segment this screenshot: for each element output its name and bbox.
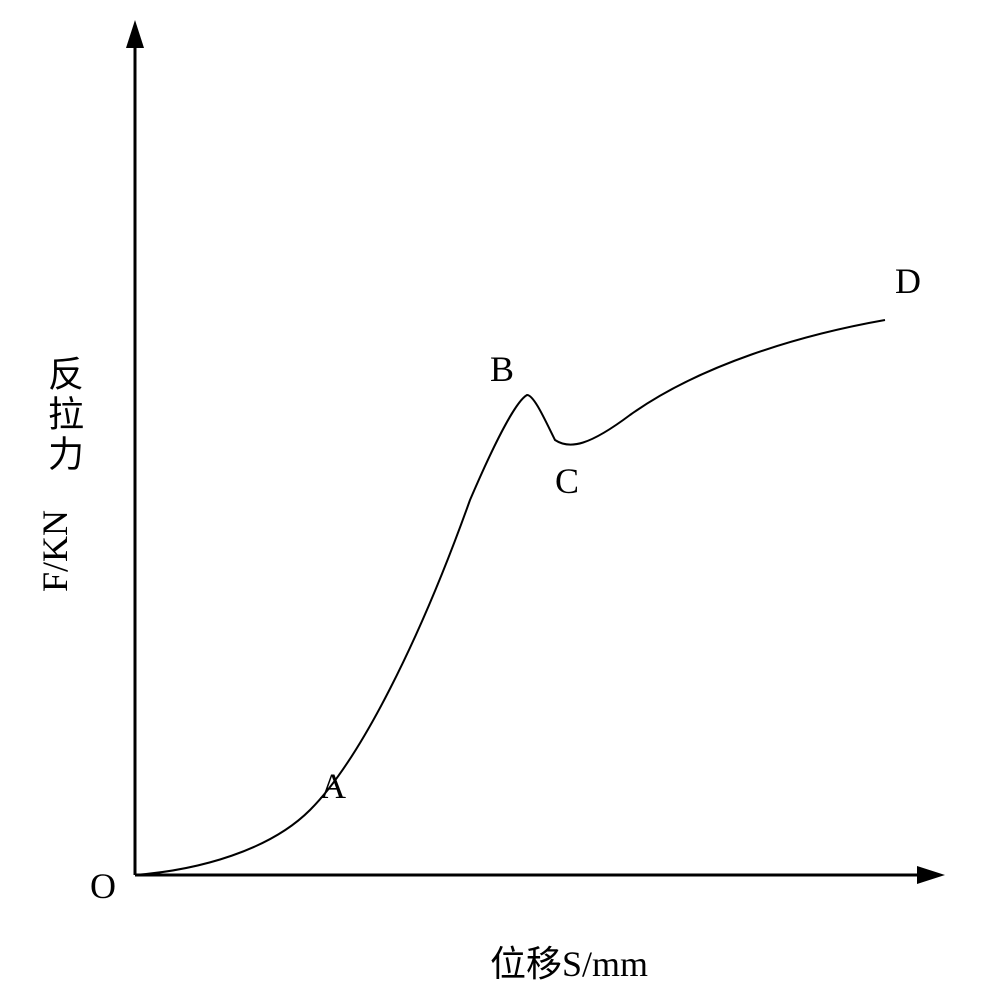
point-d-label: D	[895, 260, 921, 302]
chart-svg	[0, 0, 1000, 1000]
point-a-label: A	[320, 765, 346, 807]
chart-container: O A B C D 位移S/mm 反拉力 F/KN	[0, 0, 1000, 1000]
point-c-label: C	[555, 460, 579, 502]
origin-label: O	[90, 865, 116, 907]
y-axis-label-cn: 反拉力	[37, 355, 89, 475]
curve	[135, 320, 885, 875]
point-b-label: B	[490, 348, 514, 390]
x-axis-arrow	[917, 866, 945, 884]
y-axis-label-latin: F/KN	[34, 506, 76, 596]
x-axis-label: 位移S/mm	[490, 935, 648, 987]
y-axis-arrow	[126, 20, 144, 48]
